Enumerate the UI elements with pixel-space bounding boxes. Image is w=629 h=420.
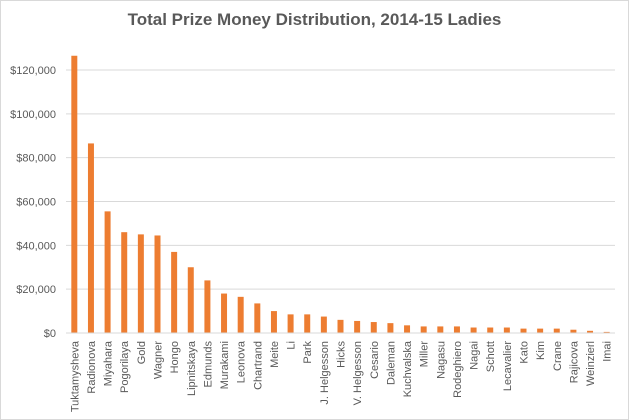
x-tick-label: Gold	[136, 341, 148, 364]
x-tick-label: Miller	[419, 341, 431, 368]
x-tick-label: Meite	[269, 341, 281, 368]
bar-miyahara	[104, 211, 111, 333]
bar-nagasu	[437, 326, 444, 333]
x-tick-label: Crane	[552, 341, 564, 371]
gridlines	[66, 69, 615, 290]
x-tick-label: Daleman	[385, 341, 397, 385]
y-axis-ticks: $0 $20,000 $40,000 $60,000 $80,000 $100,000 $1…	[10, 65, 56, 340]
y-tick-label: $40,000	[16, 240, 56, 252]
y-tick-label: $120,000	[10, 65, 56, 77]
x-tick-label: Hongo	[169, 341, 181, 373]
x-tick-label: Imai	[602, 341, 614, 362]
x-tick-label: Radionova	[86, 340, 98, 393]
bar-lipnitskaya	[187, 267, 194, 333]
bar-j-helgesson	[320, 316, 327, 333]
x-tick-label: Tuktamysheva	[69, 340, 81, 412]
x-tick-label: Lipnitskaya	[186, 340, 198, 396]
x-tick-label: Miyahara	[103, 340, 115, 386]
x-tick-label: Pogorilaya	[119, 340, 131, 393]
x-tick-label: Kato	[519, 341, 531, 364]
x-tick-label: Hicks	[336, 341, 348, 368]
bar-hongo	[171, 251, 178, 333]
bar-gold	[137, 234, 144, 333]
bar-chartrand	[254, 303, 261, 333]
bar-v-helgesson	[354, 320, 361, 333]
bar-radionova	[87, 143, 94, 333]
bar-daleman	[387, 323, 394, 333]
x-tick-label: Park	[302, 341, 314, 364]
x-tick-label: Kim	[535, 341, 547, 360]
x-axis-ticks: Tuktamysheva Radionova Miyahara Pogorilaya G…	[69, 340, 613, 412]
bar-kim	[537, 328, 544, 333]
x-tick-label: Rajicova	[568, 340, 580, 383]
bar-meite	[270, 311, 277, 333]
x-tick-label: Kuchvalska	[402, 340, 414, 397]
bar-park	[304, 314, 311, 333]
bar-hicks	[337, 319, 344, 333]
bar-pogorilaya	[121, 232, 128, 333]
bar-rajicova	[570, 329, 577, 333]
bar-li	[287, 314, 294, 333]
bar-kato	[520, 328, 527, 333]
bar-leonova	[237, 296, 244, 333]
bars	[71, 55, 610, 334]
x-tick-label: Nagasu	[435, 341, 447, 379]
y-tick-label: $60,000	[16, 197, 56, 209]
chart-title: Total Prize Money Distribution, 2014-15 …	[127, 10, 502, 29]
x-tick-label: Rodeghiero	[452, 341, 464, 398]
x-tick-label: J. Helgesson	[319, 341, 331, 405]
x-tick-label: Weinzierl	[585, 341, 597, 386]
bar-rodeghiero	[453, 326, 460, 333]
bar-wagner	[154, 235, 161, 333]
bar-imai	[603, 331, 610, 333]
bar-tuktamysheva	[71, 55, 78, 334]
x-tick-label: Leonova	[236, 340, 248, 383]
bar-lecavalier	[503, 327, 510, 333]
bar-nagai	[470, 327, 477, 333]
bar-miller	[420, 326, 427, 333]
x-tick-label: Cesario	[369, 341, 381, 379]
x-tick-label: Edmunds	[202, 341, 214, 388]
x-tick-label: Wagner	[153, 341, 165, 379]
bar-kuchvalska	[404, 325, 411, 333]
x-tick-label: Li	[286, 341, 298, 350]
bar-weinzierl	[587, 330, 594, 333]
x-tick-label: Schott	[485, 341, 497, 372]
x-tick-label: Lecavalier	[502, 341, 514, 391]
x-tick-label: V. Helgesson	[352, 341, 364, 405]
x-tick-label: Nagai	[469, 341, 481, 370]
bar-cesario	[370, 322, 377, 333]
x-tick-label: Chartrand	[252, 341, 264, 390]
y-tick-label: $80,000	[16, 153, 56, 165]
bar-schott	[487, 327, 494, 333]
y-tick-label: $0	[44, 328, 56, 340]
bar-murakami	[221, 293, 228, 333]
bar-crane	[553, 328, 560, 333]
y-tick-label: $20,000	[16, 284, 56, 296]
x-tick-label: Murakami	[219, 341, 231, 389]
bar-edmunds	[204, 280, 211, 333]
y-tick-label: $100,000	[10, 109, 56, 121]
